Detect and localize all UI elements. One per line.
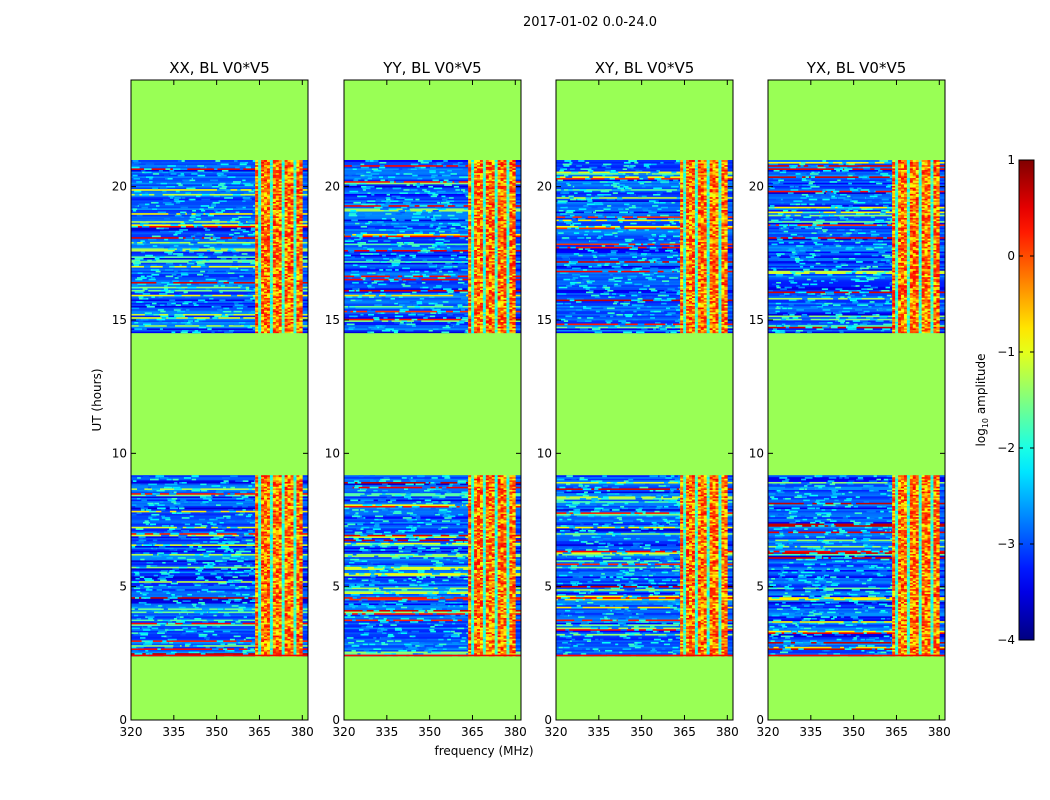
y-tick-label: 20 — [537, 180, 552, 194]
colorbar-frame — [1018, 159, 1035, 641]
y-tick-label: 5 — [756, 580, 764, 594]
y-tick-label: 10 — [112, 446, 127, 460]
panel-title: XX, BL V0*V5 — [169, 59, 270, 77]
panel-frame — [767, 79, 946, 721]
colorbar-tick-label: 0 — [1007, 249, 1015, 263]
panel-frame — [130, 79, 309, 721]
colorbar-tick-label: −2 — [997, 441, 1015, 455]
panel-frame — [555, 79, 734, 721]
colorbar-tick-label: −1 — [997, 345, 1015, 359]
y-tick-label: 15 — [112, 313, 127, 327]
spectrogram-image — [131, 80, 308, 720]
x-tick-label: 365 — [461, 725, 484, 739]
x-tick-label: 335 — [375, 725, 398, 739]
y-axis-label: UT (hours) — [90, 368, 104, 431]
x-tick-label: 365 — [673, 725, 696, 739]
x-tick-label: 380 — [504, 725, 527, 739]
x-tick-label: 320 — [120, 725, 143, 739]
colorbar-label: log10 amplitude — [974, 354, 990, 447]
panel-3: YX, BL V0*V5 320 335 350 365 380 0 5 10 15 20 — [749, 59, 951, 739]
y-tick-label: 10 — [325, 446, 340, 460]
x-tick-label: 320 — [333, 725, 356, 739]
panel-1: YY, BL V0*V5 320 335 350 365 380 0 5 10 15 20 — [325, 59, 527, 739]
x-tick-label: 350 — [842, 725, 865, 739]
y-tick-label: 0 — [332, 713, 340, 727]
y-tick-label: 15 — [537, 313, 552, 327]
figure-suptitle: 2017-01-02 0.0-24.0 — [523, 15, 657, 30]
y-tick-label: 20 — [749, 180, 764, 194]
y-tick-label: 5 — [544, 580, 552, 594]
y-tick-label: 15 — [325, 313, 340, 327]
panel-2: XY, BL V0*V5 320 335 350 365 380 0 5 10 15 20 — [537, 59, 739, 739]
x-tick-label: 380 — [928, 725, 951, 739]
colorbar-tick-label: −3 — [997, 537, 1015, 551]
y-tick-label: 20 — [325, 180, 340, 194]
x-tick-label: 335 — [587, 725, 610, 739]
x-tick-label: 350 — [205, 725, 228, 739]
x-tick-label: 350 — [418, 725, 441, 739]
y-tick-label: 5 — [119, 580, 127, 594]
spectrogram-image — [556, 80, 733, 720]
y-tick-label: 10 — [749, 446, 764, 460]
x-tick-label: 320 — [545, 725, 568, 739]
y-tick-label: 0 — [544, 713, 552, 727]
y-tick-label: 5 — [332, 580, 340, 594]
y-tick-label: 20 — [112, 180, 127, 194]
x-tick-label: 380 — [716, 725, 739, 739]
spectrogram-image — [344, 80, 521, 720]
panel-title: XY, BL V0*V5 — [595, 59, 695, 77]
x-tick-label: 350 — [630, 725, 653, 739]
y-tick-label: 10 — [537, 446, 552, 460]
x-tick-label: 335 — [162, 725, 185, 739]
x-axis-label: frequency (MHz) — [434, 744, 533, 758]
x-tick-label: 365 — [248, 725, 271, 739]
y-tick-label: 0 — [756, 713, 764, 727]
x-tick-label: 320 — [757, 725, 780, 739]
panel-title: YX, BL V0*V5 — [806, 59, 907, 77]
colorbar-tick-label: 1 — [1007, 153, 1015, 167]
colorbar-tick-label: −4 — [997, 633, 1015, 647]
spectrogram-image — [768, 80, 945, 720]
y-tick-label: 0 — [119, 713, 127, 727]
colorbar-gradient — [1019, 160, 1034, 640]
panel-frame — [343, 79, 522, 721]
x-tick-label: 380 — [291, 725, 314, 739]
panel-0: XX, BL V0*V5 320 335 350 365 380 0 5 10 15 20 — [112, 59, 314, 739]
x-tick-label: 365 — [885, 725, 908, 739]
colorbar: 1 0 −1 −2 −3 −4 — [997, 153, 1035, 647]
x-tick-label: 335 — [799, 725, 822, 739]
y-tick-label: 15 — [749, 313, 764, 327]
panel-title: YY, BL V0*V5 — [382, 59, 481, 77]
